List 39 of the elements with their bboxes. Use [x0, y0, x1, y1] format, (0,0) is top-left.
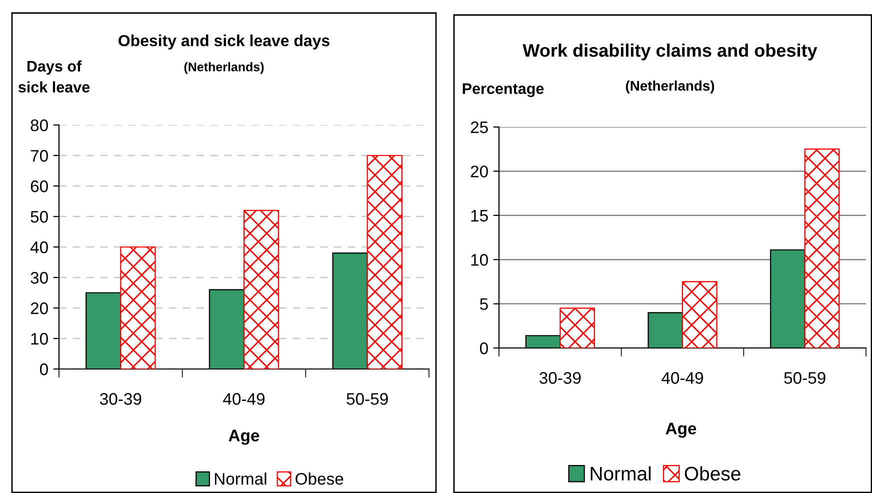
bar — [682, 281, 718, 348]
legend-label: Normal — [590, 466, 651, 481]
chart-subtitle: (Netherlands) — [626, 80, 714, 94]
y-tick-label: 50 — [30, 210, 48, 223]
y-tick-label: 40 — [30, 241, 48, 254]
bar — [804, 148, 840, 348]
legend-label: Obese — [296, 472, 344, 485]
x-axis-title: Age — [666, 422, 696, 438]
x-tick-label: 40-49 — [223, 393, 265, 405]
chart-title: Obesity and sick leave days — [118, 34, 330, 50]
y-tick-label: 80 — [30, 119, 48, 132]
y-tick-label: 20 — [470, 166, 488, 178]
x-tick-label: 50-59 — [784, 372, 826, 384]
y-tick-label: 25 — [470, 121, 488, 134]
y-tick-label: 0 — [480, 342, 488, 354]
y-axis-title: Days of sick leave — [18, 60, 90, 93]
legend-label: Normal — [214, 472, 266, 485]
bar — [120, 246, 156, 369]
y-tick-label: 5 — [480, 298, 488, 310]
y-tick-label: 0 — [40, 363, 48, 376]
y-tick-label: 60 — [30, 180, 48, 192]
legend-label: Obese — [684, 466, 740, 481]
bar — [560, 308, 595, 348]
y-tick-label: 15 — [471, 210, 488, 222]
y-axis-title: Percentage — [462, 83, 544, 98]
chart-subtitle: (Netherlands) — [184, 62, 264, 74]
x-tick-label: 50-59 — [346, 393, 388, 405]
x-tick-label: 30-39 — [539, 372, 581, 384]
x-axis-title: Age — [228, 430, 260, 445]
y-tick-label: 30 — [30, 272, 48, 284]
y-tick-label: 70 — [30, 150, 48, 162]
chart-title: Work disability claims and obesity — [522, 44, 818, 60]
bar — [366, 154, 402, 369]
y-tick-label: 10 — [471, 254, 488, 266]
bar — [243, 210, 280, 369]
x-tick-label: 40-49 — [662, 372, 704, 384]
x-tick-label: 30-39 — [100, 393, 142, 405]
y-tick-label: 20 — [30, 302, 48, 314]
y-tick-label: 10 — [31, 332, 48, 345]
